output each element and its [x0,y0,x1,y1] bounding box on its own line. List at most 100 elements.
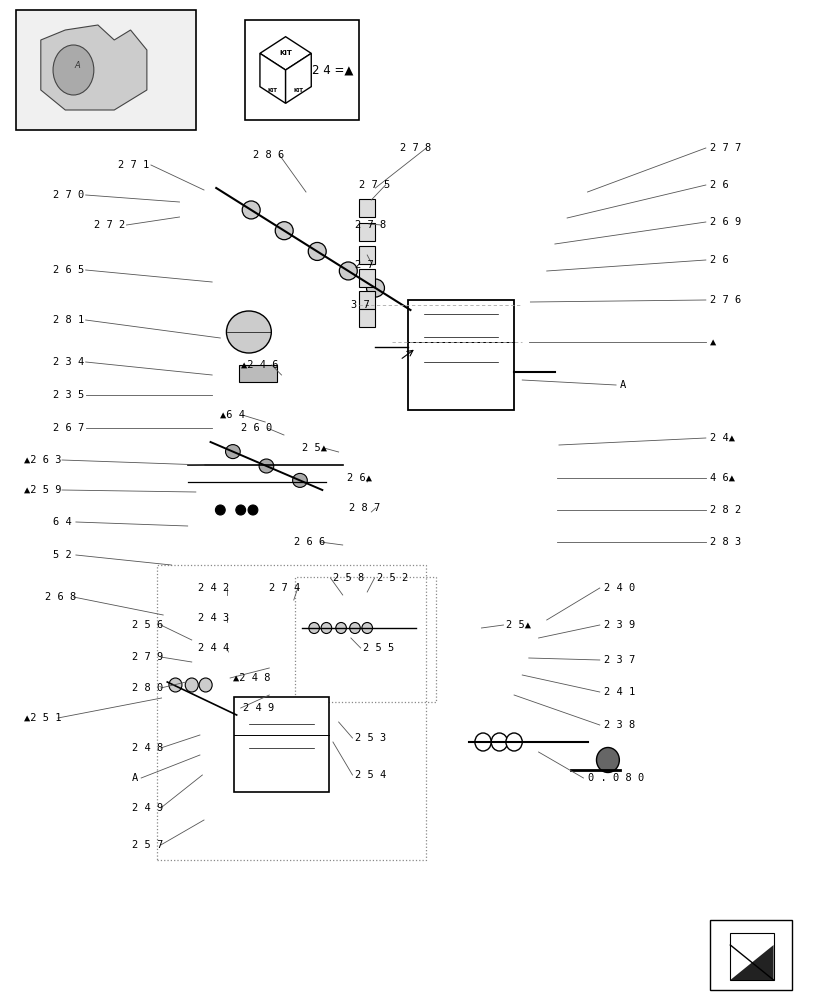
Text: 4 6▲: 4 6▲ [710,473,735,483]
Bar [157,565,426,860]
Polygon shape [260,53,286,103]
Ellipse shape [308,622,320,634]
Text: 2 7 2: 2 7 2 [94,220,125,230]
Text: 2 8 3: 2 8 3 [710,537,741,547]
Text: 2 6 8: 2 6 8 [45,592,76,602]
Text: 2 3 9: 2 3 9 [604,620,635,630]
Ellipse shape [366,279,384,297]
Text: 2 4 2: 2 4 2 [198,583,229,593]
Text: 2 5 8: 2 5 8 [333,573,364,583]
Text: 2 4 4: 2 4 4 [198,643,229,653]
Text: 2 5 2: 2 5 2 [377,573,408,583]
Ellipse shape [491,733,508,751]
Bar [16,10,196,130]
Polygon shape [730,945,774,980]
Text: KIT: KIT [293,88,304,93]
Ellipse shape [362,622,372,634]
Text: ▲2 6 3: ▲2 6 3 [24,455,62,465]
Ellipse shape [339,262,357,280]
Bar [234,697,329,792]
Ellipse shape [225,445,240,459]
Text: 2 7 7: 2 7 7 [710,143,741,153]
Text: 2 4 3: 2 4 3 [198,613,229,623]
Bar [245,20,359,120]
Text: 2 4▲: 2 4▲ [710,433,735,443]
Text: 2 3 7: 2 3 7 [604,655,635,665]
Text: 2 7 8: 2 7 8 [400,143,431,153]
Ellipse shape [259,459,274,473]
Text: 2 8 6: 2 8 6 [253,150,284,160]
Text: 3 7: 3 7 [351,300,370,310]
Bar [359,291,375,309]
Text: 2 5 6: 2 5 6 [132,620,163,630]
Polygon shape [286,53,311,103]
Text: 2 4 9: 2 4 9 [132,803,163,813]
Polygon shape [260,37,311,70]
Text: 2 5▲: 2 5▲ [506,620,531,630]
Text: ▲2 4 8: ▲2 4 8 [233,673,270,683]
Ellipse shape [475,733,491,751]
Text: 2 7 6: 2 7 6 [710,295,741,305]
Text: 2 3 8: 2 3 8 [604,720,635,730]
Text: ▲2 5 1: ▲2 5 1 [24,713,62,723]
Text: 2 6 0: 2 6 0 [241,423,272,433]
Ellipse shape [275,222,293,240]
Text: 2 8 0: 2 8 0 [132,683,163,693]
Text: 2 4 1: 2 4 1 [604,687,635,697]
Text: 5 2: 5 2 [53,550,72,560]
Polygon shape [730,933,774,980]
Ellipse shape [236,505,246,515]
Text: 2 7: 2 7 [355,260,374,270]
Text: 2 7 5: 2 7 5 [359,180,390,190]
Bar [408,300,514,410]
Text: A: A [620,380,627,390]
Text: 2 8 7: 2 8 7 [349,503,380,513]
Text: ▲: ▲ [710,337,716,347]
Text: 2 4 8: 2 4 8 [132,743,163,753]
Text: 2 5 7: 2 5 7 [132,840,163,850]
Text: KIT: KIT [268,88,278,93]
Text: 2 6 5: 2 6 5 [53,265,84,275]
Text: 0 . 0 8 0: 0 . 0 8 0 [588,773,644,783]
Bar [359,223,375,241]
Text: 2 4 0: 2 4 0 [604,583,635,593]
Text: 2 5 3: 2 5 3 [355,733,386,743]
Text: 2 4 =▲: 2 4 =▲ [312,64,353,77]
Ellipse shape [506,733,522,751]
Text: A: A [132,773,139,783]
Ellipse shape [226,311,271,353]
Ellipse shape [169,678,182,692]
Ellipse shape [215,505,225,515]
Text: ▲2 5 9: ▲2 5 9 [24,485,62,495]
Text: 2 7 8: 2 7 8 [355,220,386,230]
Text: 2 6▲: 2 6▲ [347,473,372,483]
Text: 2 7 1: 2 7 1 [118,160,149,170]
Bar [295,577,436,702]
Bar [359,246,375,264]
Ellipse shape [248,505,258,515]
Text: 2 7 9: 2 7 9 [132,652,163,662]
Text: ▲6 4: ▲6 4 [220,410,246,420]
Text: 2 5 5: 2 5 5 [363,643,394,653]
Ellipse shape [242,201,260,219]
Ellipse shape [293,473,308,487]
Ellipse shape [53,45,94,95]
Text: 2 6 9: 2 6 9 [710,217,741,227]
Text: 2 5▲: 2 5▲ [302,443,327,453]
Ellipse shape [349,622,360,634]
Bar [359,199,375,217]
Text: 6 4: 6 4 [53,517,72,527]
Text: 2 8 1: 2 8 1 [53,315,84,325]
Text: 2 3 5: 2 3 5 [53,390,84,400]
Ellipse shape [308,242,326,260]
Text: A: A [74,60,81,70]
Text: 2 6: 2 6 [710,255,729,265]
Text: 2 5 4: 2 5 4 [355,770,386,780]
Text: 2 8 2: 2 8 2 [710,505,741,515]
Text: KIT: KIT [279,50,292,56]
Text: 2 4 9: 2 4 9 [243,703,274,713]
Bar [359,309,375,327]
Ellipse shape [199,678,212,692]
Bar [710,920,792,990]
Bar [359,269,375,287]
